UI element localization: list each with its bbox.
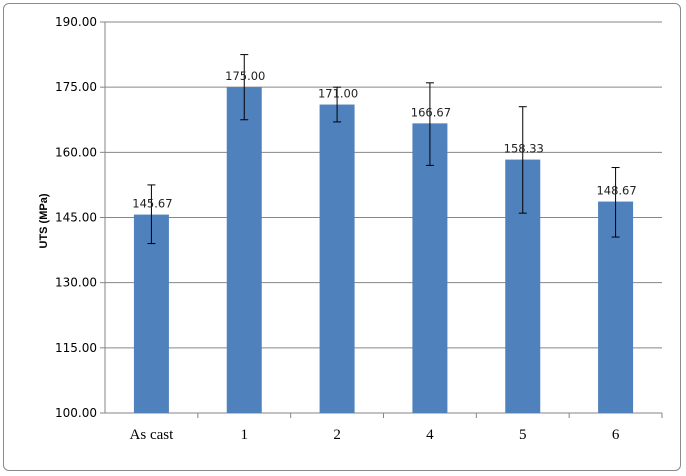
data-label: 166.67 [411,105,451,119]
x-tick-label: As cast [130,427,175,443]
y-tick-label: 175.00 [55,80,97,94]
bar [133,214,169,413]
x-axis-ticks: As cast 1 2 4 5 6 [130,427,620,443]
data-label: 158.33 [504,142,544,156]
data-label: 175.00 [225,69,265,83]
data-label: 171.00 [318,87,358,101]
x-tick-label: 5 [519,427,527,443]
bars [133,87,634,414]
data-labels: 145.67 175.00 171.00 166.67 158.33 148.67 [132,69,636,210]
y-axis-label: UTS (MPa) [38,193,50,248]
bar [319,104,355,414]
error-bars [147,54,620,245]
x-tick-label: 2 [333,427,341,443]
bar [412,123,448,413]
y-tick-label: 115.00 [55,341,97,355]
y-axis-ticks: 100.00 115.00 130.00 145.00 160.00 175.00 190.… [55,15,97,420]
y-tick-label: 160.00 [55,145,97,159]
x-tick-label: 1 [241,427,249,443]
x-tick-label: 4 [426,427,434,443]
bar [226,87,262,414]
y-tick-label: 100.00 [55,406,97,420]
data-label: 148.67 [596,184,636,198]
y-tick-label: 145.00 [55,211,97,225]
gridlines [100,21,663,418]
y-tick-label: 130.00 [55,276,97,290]
y-tick-label: 190.00 [55,15,97,29]
x-tick-label: 6 [612,427,620,443]
data-label: 145.67 [132,197,172,211]
